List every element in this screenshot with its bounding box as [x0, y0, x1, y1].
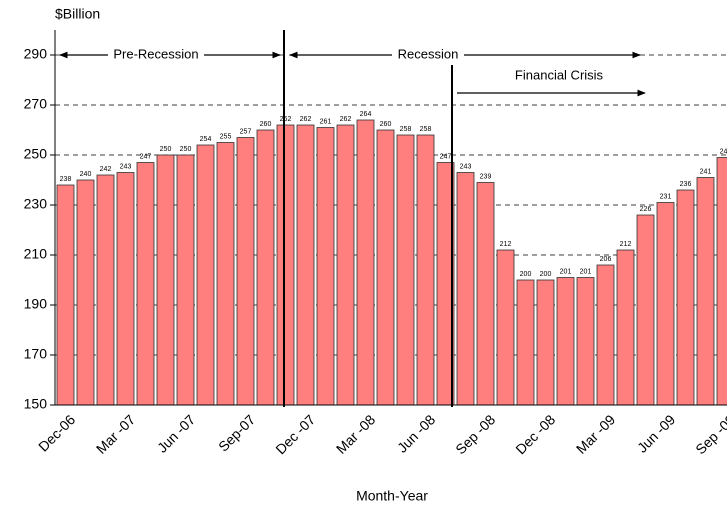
value-label: 250: [180, 146, 192, 153]
annotation: Recession: [398, 46, 459, 61]
x-tick-label: Mar -09: [573, 411, 619, 457]
value-label: 247: [140, 153, 152, 160]
bar: [356, 119, 375, 406]
value-label: 241: [700, 168, 712, 175]
value-label: 240: [80, 171, 92, 178]
bar: [596, 264, 615, 406]
bar: [76, 179, 95, 406]
annotation: Pre-Recession: [113, 46, 198, 61]
bar: [116, 172, 135, 406]
value-label: 201: [560, 268, 572, 275]
x-tick-label: Sep -08: [452, 411, 498, 457]
bar: [96, 174, 115, 406]
value-label: 258: [400, 126, 412, 133]
value-label: 206: [600, 256, 612, 263]
bar: [316, 127, 335, 406]
value-label: 249: [720, 148, 727, 155]
y-tick-label: 190: [24, 296, 48, 312]
value-label: 257: [240, 128, 252, 135]
annotation: Financial Crisis: [515, 67, 604, 82]
value-label: 212: [500, 241, 512, 248]
value-label: 260: [380, 121, 392, 128]
bar: [576, 277, 595, 406]
y-tick-label: 290: [24, 46, 48, 62]
bar: [276, 124, 295, 406]
bar: [296, 124, 315, 406]
label-bg: [108, 47, 204, 63]
bar: [656, 202, 675, 406]
value-label: 262: [340, 116, 352, 123]
value-label: 243: [460, 163, 472, 170]
value-label: 239: [480, 173, 492, 180]
bar: [156, 154, 175, 406]
bars: [56, 119, 727, 406]
bar: [616, 249, 635, 406]
bar: [336, 124, 355, 406]
value-label: 226: [640, 206, 652, 213]
value-label: 200: [540, 271, 552, 278]
value-label: 255: [220, 133, 232, 140]
y-tick-label: 230: [24, 196, 48, 212]
x-tick-label: Jun -07: [154, 411, 198, 455]
y-axis-label: $Billion: [55, 6, 100, 22]
value-label: 247: [440, 153, 452, 160]
value-label: 258: [420, 126, 432, 133]
value-label: 231: [660, 193, 672, 200]
value-label: 242: [100, 166, 112, 173]
value-label: 260: [260, 121, 272, 128]
x-tick-label: Mar -07: [93, 411, 139, 457]
y-tick-label: 210: [24, 246, 48, 262]
bar: [676, 189, 695, 406]
bar: [236, 137, 255, 406]
value-label: 250: [160, 146, 172, 153]
y-tick-label: 170: [24, 346, 48, 362]
bar: [136, 162, 155, 406]
bar: [176, 154, 195, 406]
x-axis-label: Month-Year: [356, 488, 428, 504]
bar: [196, 144, 215, 406]
x-tick-label: Dec -08: [512, 411, 558, 457]
bar: [396, 134, 415, 406]
value-label: 254: [200, 136, 212, 143]
bar: [636, 214, 655, 406]
bar: [516, 279, 535, 406]
x-tick-label: Dec-06: [35, 411, 78, 454]
bar: [556, 277, 575, 406]
value-label: 261: [320, 118, 332, 125]
bar: [376, 129, 395, 406]
value-label: 212: [620, 241, 632, 248]
x-tick-label: Jun -09: [634, 411, 678, 455]
value-label: 236: [680, 181, 692, 188]
label-bg: [392, 47, 464, 63]
value-label: 200: [520, 271, 532, 278]
x-tick-label: Sep-07: [215, 411, 258, 454]
bar: [416, 134, 435, 406]
bar: [56, 184, 75, 406]
y-tick-label: 250: [24, 146, 48, 162]
bar: [716, 157, 727, 406]
x-tick-label: Mar -08: [333, 411, 379, 457]
x-tick-label: Sep -09: [692, 411, 727, 457]
value-label: 264: [360, 111, 372, 118]
y-tick-label: 270: [24, 96, 48, 112]
bar: [476, 182, 495, 406]
value-label: 243: [120, 163, 132, 170]
bar: [256, 129, 275, 406]
y-tick-label: 150: [24, 396, 48, 412]
bar: [696, 177, 715, 406]
bar: [536, 279, 555, 406]
x-tick-label: Jun -08: [394, 411, 438, 455]
value-label: 201: [580, 268, 592, 275]
value-label: 238: [60, 176, 72, 183]
value-label: 262: [300, 116, 312, 123]
bar: [496, 249, 515, 406]
bar: [456, 172, 475, 406]
value-label: 262: [280, 116, 292, 123]
bar: [216, 142, 235, 406]
x-tick-label: Dec -07: [272, 411, 318, 457]
